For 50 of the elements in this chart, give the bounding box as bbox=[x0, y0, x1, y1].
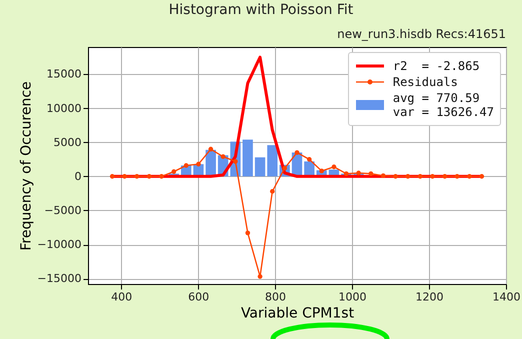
point bbox=[110, 174, 115, 179]
y-tick-label: 0 bbox=[74, 170, 82, 183]
point bbox=[332, 164, 336, 170]
legend-label: avg = 770.59 var = 13626.47 bbox=[392, 91, 494, 119]
y-tick-label: −10000 bbox=[37, 238, 82, 251]
x-tick-label: 1200 bbox=[416, 290, 444, 304]
point bbox=[319, 168, 324, 174]
point bbox=[294, 150, 300, 155]
point bbox=[368, 171, 374, 176]
point bbox=[196, 162, 201, 166]
point bbox=[122, 174, 127, 179]
legend-label: Residuals bbox=[392, 75, 458, 89]
legend-label: r2 = -2.865 bbox=[392, 59, 480, 73]
y-tick-label: −5000 bbox=[44, 204, 82, 217]
point bbox=[171, 169, 176, 174]
y-tick-label: 10000 bbox=[46, 102, 82, 115]
point bbox=[270, 189, 275, 194]
point bbox=[442, 174, 448, 179]
x-tick-label: 1400 bbox=[492, 290, 520, 304]
y-axis-title: Frequency of Occurence bbox=[18, 81, 34, 251]
point bbox=[159, 174, 164, 179]
point bbox=[134, 174, 140, 179]
y-tick-label: −15000 bbox=[37, 272, 82, 286]
chart-subtitle: new_run3.hisdb Recs:41651 bbox=[337, 27, 506, 41]
point bbox=[146, 174, 152, 179]
y-tick-label: 15000 bbox=[46, 68, 82, 81]
point bbox=[467, 174, 472, 179]
point bbox=[380, 173, 386, 178]
x-tick-label: 800 bbox=[265, 290, 286, 304]
x-axis-title: Variable CPM1st bbox=[240, 306, 355, 322]
x-tick-label: 600 bbox=[188, 290, 210, 304]
point bbox=[245, 230, 250, 236]
point bbox=[184, 163, 188, 168]
point bbox=[393, 174, 398, 179]
chart-title: Histogram with Poisson Fit bbox=[168, 2, 354, 18]
point bbox=[356, 170, 361, 176]
x-tick-label: 400 bbox=[111, 290, 132, 304]
point bbox=[208, 146, 214, 152]
point bbox=[258, 274, 262, 279]
point bbox=[406, 174, 410, 179]
x-tick-label: 1000 bbox=[338, 290, 367, 304]
point bbox=[306, 157, 312, 162]
point bbox=[418, 174, 423, 179]
point bbox=[220, 154, 226, 159]
point bbox=[454, 174, 460, 179]
point bbox=[344, 171, 349, 176]
point bbox=[430, 174, 435, 179]
point bbox=[479, 174, 484, 179]
point bbox=[233, 159, 238, 164]
y-tick-label: 5000 bbox=[54, 136, 82, 149]
